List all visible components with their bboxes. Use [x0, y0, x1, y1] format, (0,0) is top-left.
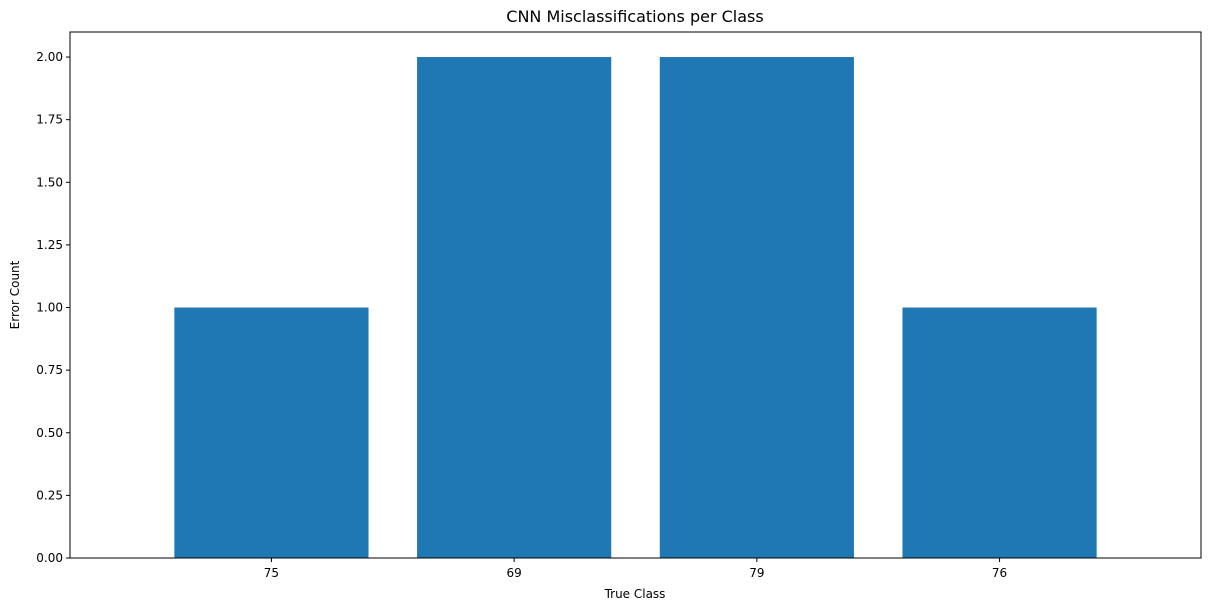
y-axis-ticks: 0.00 0.25 0.50 0.75 1.00 1.25 1.50 1.75 2.00 [36, 50, 70, 565]
bar-76 [902, 307, 1097, 558]
y-tick-label: 0.25 [36, 488, 63, 502]
y-axis-label: Error Count [8, 260, 22, 329]
chart-title: CNN Misclassifications per Class [506, 7, 763, 26]
y-tick-label: 1.50 [36, 175, 63, 189]
x-tick-label: 76 [992, 566, 1007, 580]
x-tick-label: 75 [264, 566, 279, 580]
plot-frame [69, 31, 1202, 559]
bars-layer [174, 57, 1097, 559]
y-tick-label: 0.50 [36, 426, 63, 440]
y-tick-label: 0.75 [36, 363, 63, 377]
bar-69 [417, 57, 612, 559]
y-tick-label: 1.75 [36, 113, 63, 127]
bar-75 [174, 307, 369, 558]
bar-79 [659, 57, 854, 559]
y-tick-label: 1.25 [36, 238, 63, 252]
x-axis-label: True Class [604, 587, 666, 601]
y-tick-label: 0.00 [36, 551, 63, 565]
x-tick-label: 69 [507, 566, 522, 580]
y-tick-label: 2.00 [36, 50, 63, 64]
y-tick-label: 1.00 [36, 301, 63, 315]
x-axis-ticks: 75 69 79 76 [264, 558, 1007, 580]
x-tick-label: 79 [749, 566, 764, 580]
